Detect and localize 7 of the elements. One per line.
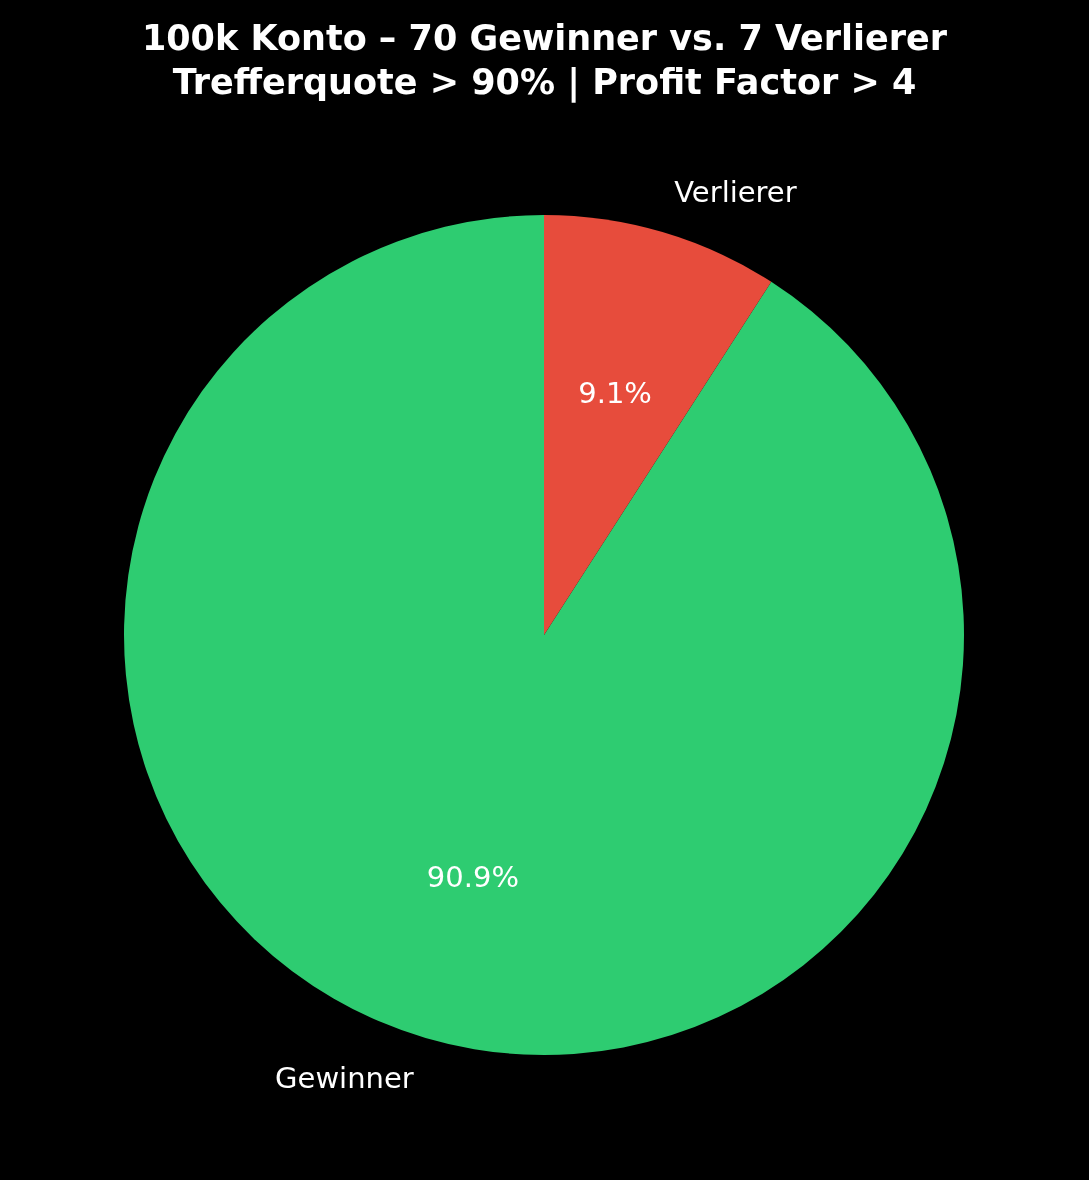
data-label: 90.9% [426, 859, 519, 894]
slice-label: Verlierer [674, 174, 797, 209]
pie-slice [124, 215, 964, 1055]
chart-title: 100k Konto – 70 Gewinner vs. 7 Verlierer Trefferquote > 90% | Profit Factor > 4 [141, 18, 948, 103]
slice-label: Gewinner [275, 1061, 414, 1096]
data-label: 9.1% [578, 376, 652, 411]
pie-slice [544, 215, 772, 635]
